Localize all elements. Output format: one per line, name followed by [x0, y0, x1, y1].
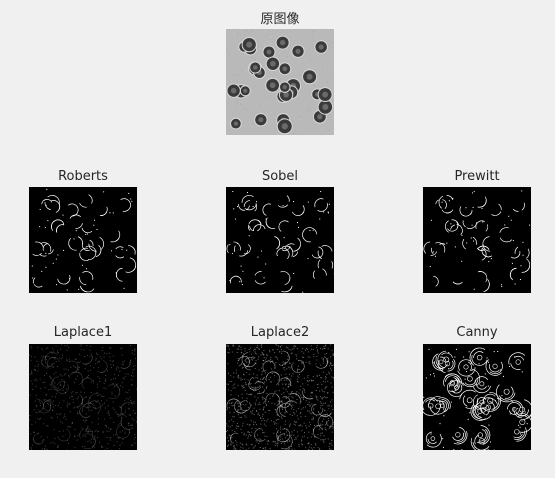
panel-canny: Canny [423, 325, 531, 451]
panel-title-original: 原图像 [260, 12, 300, 27]
panel-prewitt: Prewitt [423, 169, 531, 293]
image-original [226, 29, 334, 135]
image-laplace2 [226, 344, 334, 450]
panel-title-roberts: Roberts [58, 169, 108, 184]
panel-title-laplace1: Laplace1 [53, 325, 113, 340]
panel-original: 原图像 [226, 12, 334, 136]
panel-title-sobel: Sobel [261, 169, 299, 184]
panel-title-laplace2: Laplace2 [250, 325, 310, 340]
image-prewitt [423, 187, 531, 293]
panel-sobel: Sobel [226, 169, 334, 293]
image-canny [423, 344, 531, 450]
panel-laplace1: Laplace1 [29, 325, 137, 451]
image-sobel [226, 187, 334, 293]
image-laplace1 [29, 344, 137, 450]
panel-title-prewitt: Prewitt [454, 169, 500, 184]
panel-title-canny: Canny [456, 325, 498, 340]
panel-laplace2: Laplace2 [226, 325, 334, 451]
panel-roberts: Roberts [29, 169, 137, 293]
image-roberts [29, 187, 137, 293]
